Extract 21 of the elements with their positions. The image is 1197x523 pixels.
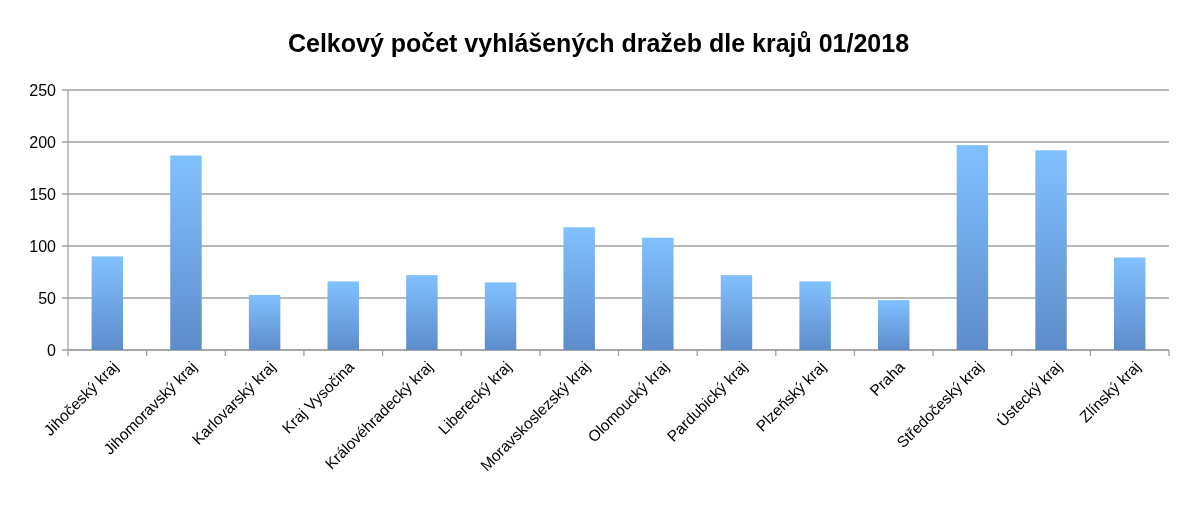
chart-title: Celkový počet vyhlášených dražeb dle krajů 01/2018 <box>287 29 910 57</box>
bar <box>484 282 517 350</box>
bar <box>327 281 359 350</box>
y-tick-label: 150 <box>29 185 57 203</box>
bar <box>878 300 910 350</box>
bar <box>170 155 202 350</box>
bar <box>1035 150 1067 350</box>
y-tick-label: 100 <box>29 237 57 255</box>
y-tick-label: 0 <box>47 341 57 359</box>
bar <box>91 256 124 350</box>
bar <box>642 237 674 350</box>
y-tick-label: 250 <box>29 81 57 99</box>
y-tick-label: 200 <box>29 133 57 151</box>
bar <box>720 275 753 350</box>
bar <box>406 275 438 350</box>
bar <box>563 227 595 350</box>
y-tick-label: 50 <box>38 289 57 307</box>
bar <box>956 145 989 350</box>
bar <box>799 281 831 350</box>
bar <box>1113 257 1146 350</box>
bar <box>248 294 281 350</box>
